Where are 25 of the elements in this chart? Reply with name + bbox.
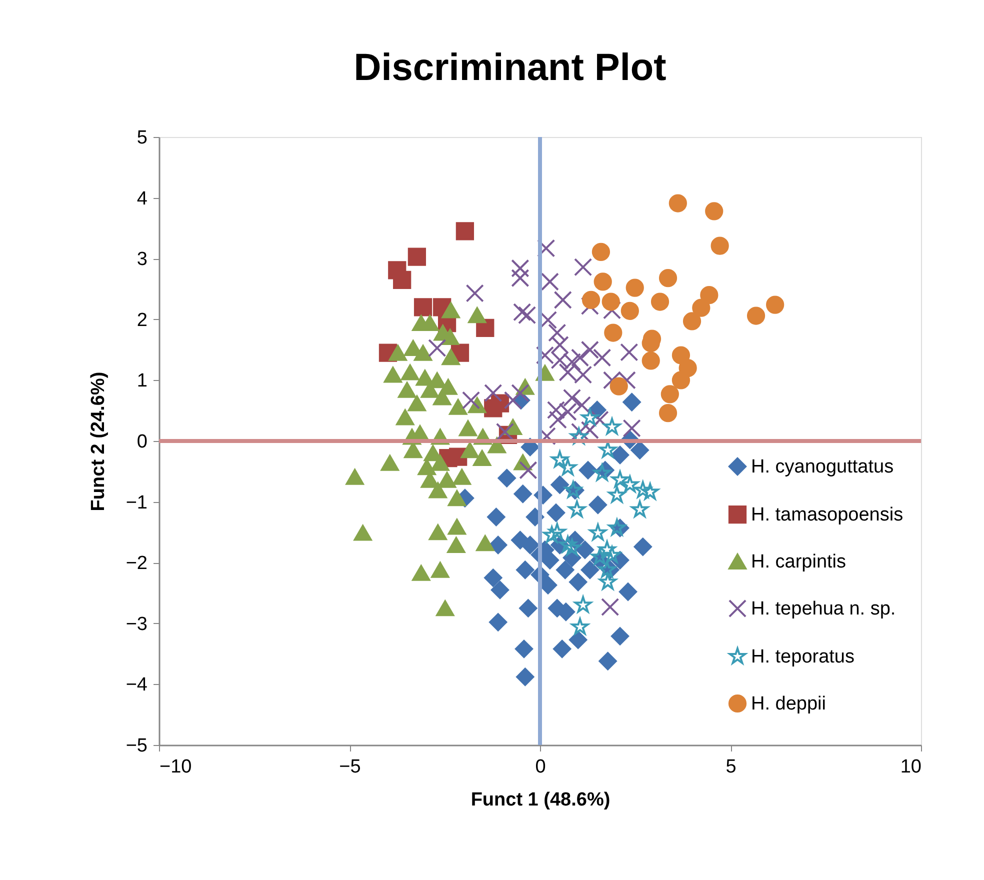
x-axis-title: Funct 1 (48.6%) — [470, 790, 610, 810]
x-tick-label: −10 — [160, 756, 192, 778]
x-tick-label: 0 — [535, 756, 546, 778]
y-tick-label: 2 — [136, 310, 148, 331]
legend-label: H. carpintis — [751, 552, 846, 572]
y-tick-label: 5 — [136, 128, 148, 148]
y-tick-label: −2 — [126, 553, 148, 574]
y-axis-title: Funct 2 (24.6%) — [88, 372, 109, 512]
y-tick-label: −3 — [126, 614, 148, 635]
legend-label: H. cyanoguttatus — [751, 456, 894, 478]
x-tick-label: 5 — [726, 756, 736, 778]
legend-label: H. teporatus — [751, 646, 854, 668]
legend-label: H. tepehua n. sp. — [751, 598, 896, 620]
y-tick-label: 4 — [136, 188, 148, 210]
y-tick-label: −4 — [126, 674, 148, 696]
legend-label: H. tamasopoensis — [751, 504, 904, 526]
y-tick-label: −5 — [126, 736, 148, 756]
y-tick-label: 3 — [136, 249, 148, 270]
chart-title: Discriminant Plot — [354, 47, 667, 89]
y-tick-label: 0 — [136, 432, 148, 452]
y-tick-label: −1 — [126, 492, 148, 514]
legend-label: H. deppii — [751, 694, 826, 714]
x-tick-label: 10 — [900, 756, 922, 778]
y-tick-label: 1 — [136, 370, 148, 392]
x-tick-label: −5 — [339, 756, 361, 778]
